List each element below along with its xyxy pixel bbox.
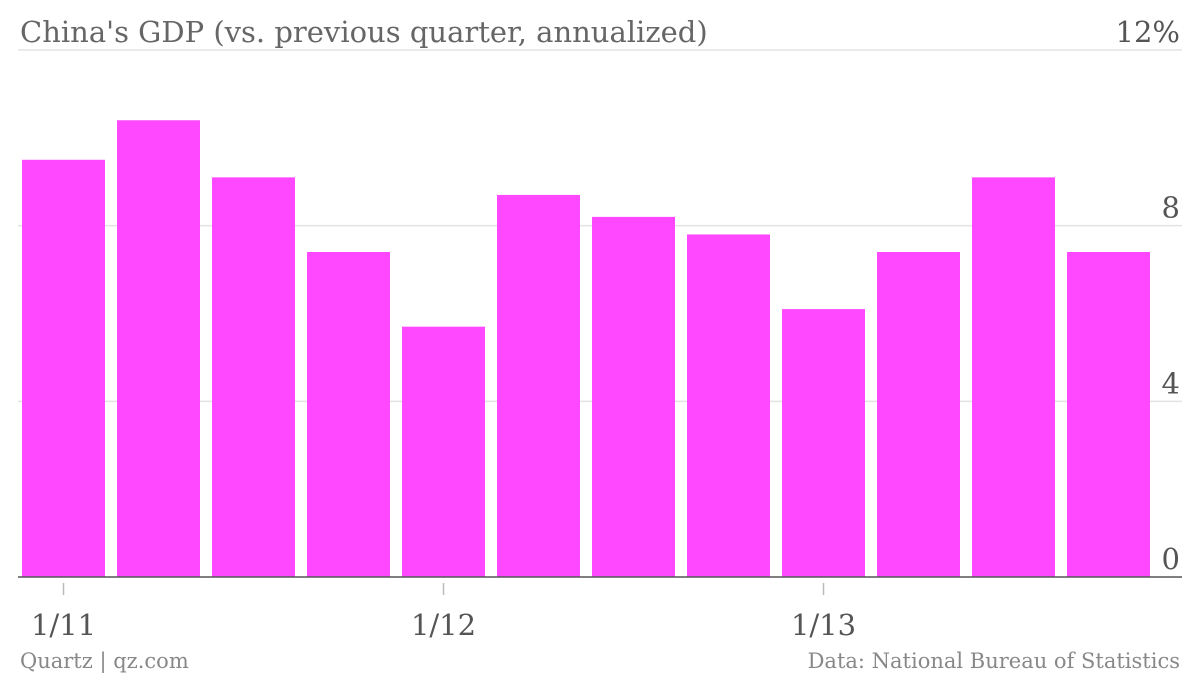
x-tick-label-2: 1/13 — [791, 608, 856, 642]
bar-7 — [687, 234, 770, 577]
bar-2 — [212, 177, 295, 577]
bar-0 — [22, 159, 105, 577]
chart-title: China's GDP (vs. previous quarter, annua… — [20, 15, 708, 49]
axes — [18, 576, 1182, 595]
bar-6 — [592, 216, 675, 577]
bar-1 — [117, 120, 200, 578]
bar-4 — [402, 326, 485, 577]
bar-11 — [1067, 252, 1150, 577]
bar-5 — [497, 194, 580, 578]
y-tick-label-2: 4 — [1162, 366, 1180, 400]
x-tick-label-1: 1/12 — [411, 608, 476, 642]
x-tick-labels: 1/11 1/12 1/13 — [31, 608, 856, 642]
y-tick-label-1: 8 — [1162, 191, 1180, 225]
data-source: Data: National Bureau of Statistics — [808, 649, 1180, 673]
bar-9 — [877, 252, 960, 577]
x-tick-label-0: 1/11 — [31, 608, 96, 642]
y-tick-labels: 12% 8 4 0 — [1116, 15, 1180, 576]
bar-10 — [972, 177, 1055, 577]
bar-3 — [307, 252, 390, 577]
source-credit: Quartz | qz.com — [20, 649, 189, 674]
bars — [22, 120, 1150, 578]
bar-8 — [782, 309, 865, 577]
y-tick-label-0: 12% — [1116, 15, 1180, 49]
y-tick-label-3: 0 — [1162, 542, 1180, 576]
